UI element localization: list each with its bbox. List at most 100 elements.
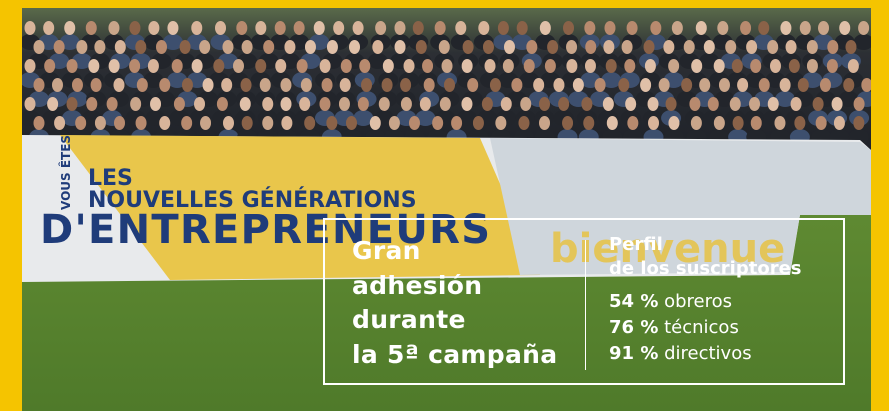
person-head xyxy=(788,59,800,73)
person-head xyxy=(255,21,267,35)
person-head xyxy=(847,59,859,73)
person-head xyxy=(731,59,743,73)
stats: 54 % obreros 76 % técnicos 91 % directiv… xyxy=(609,289,802,367)
person-head xyxy=(150,97,162,111)
person-head xyxy=(43,21,55,35)
person-body xyxy=(59,34,80,50)
person-head xyxy=(539,21,551,35)
person-head xyxy=(280,97,292,111)
person-head xyxy=(647,97,659,111)
person-head xyxy=(605,59,617,73)
profile: Perfil de los suscriptores 54 % obreros … xyxy=(609,233,802,367)
person-head xyxy=(566,40,578,54)
person-head xyxy=(746,40,758,54)
banner-stripe xyxy=(60,135,540,280)
person-head xyxy=(624,59,636,73)
person-head xyxy=(53,40,65,54)
person-head xyxy=(500,97,512,111)
person-head xyxy=(594,78,606,92)
person-head xyxy=(438,40,450,54)
person-head xyxy=(33,78,45,92)
person-head xyxy=(826,59,838,73)
person-head xyxy=(461,97,473,111)
person-head xyxy=(718,78,730,92)
person-head xyxy=(378,97,390,111)
person-head xyxy=(281,116,293,130)
person-head xyxy=(749,97,761,111)
person-head xyxy=(66,97,78,111)
person-head xyxy=(293,21,305,35)
person-head xyxy=(423,78,435,92)
person-head xyxy=(503,40,515,54)
person-head xyxy=(566,59,578,73)
stat-label: técnicos xyxy=(664,317,739,338)
person-head xyxy=(785,40,797,54)
person-head xyxy=(94,116,106,130)
person-head xyxy=(621,40,633,54)
person-head xyxy=(274,21,286,35)
person-head xyxy=(159,78,171,92)
person-head xyxy=(64,21,76,35)
person-head xyxy=(827,40,839,54)
person-head xyxy=(241,40,253,54)
person-head xyxy=(148,21,160,35)
person-head xyxy=(769,59,781,73)
person-head xyxy=(202,78,214,92)
person-head xyxy=(729,97,741,111)
person-head xyxy=(780,21,792,35)
person-head xyxy=(381,78,393,92)
person-head xyxy=(833,116,845,130)
person-head xyxy=(750,59,762,73)
person-head xyxy=(750,116,762,130)
person-head xyxy=(562,116,574,130)
person-head xyxy=(843,78,855,92)
person-head xyxy=(818,21,830,35)
person-head xyxy=(581,97,593,111)
person-head xyxy=(191,21,203,35)
person-head xyxy=(831,97,843,111)
person-head xyxy=(304,116,316,130)
person-head xyxy=(740,21,752,35)
profile-title: Perfil xyxy=(609,234,663,255)
person-head xyxy=(690,116,702,130)
person-head xyxy=(671,21,683,35)
person-head xyxy=(394,40,406,54)
person-head xyxy=(668,59,680,73)
person-head xyxy=(339,78,351,92)
person-head xyxy=(497,21,509,35)
person-head xyxy=(717,21,729,35)
stat: 54 % obreros xyxy=(609,289,802,315)
person-head xyxy=(408,116,420,130)
headline: Gran adhesión durante la 5ª campaña xyxy=(352,234,557,372)
person-head xyxy=(626,21,638,35)
stat-label: obreros xyxy=(664,291,733,312)
person-head xyxy=(136,78,148,92)
person-head xyxy=(462,40,474,54)
person-head xyxy=(94,40,106,54)
person-head xyxy=(455,21,467,35)
person-head xyxy=(584,59,596,73)
person-head xyxy=(472,116,484,130)
person-head xyxy=(434,21,446,35)
person-head xyxy=(359,59,371,73)
person-head xyxy=(484,59,496,73)
person-head xyxy=(108,21,120,35)
person-head xyxy=(585,40,597,54)
person-head xyxy=(181,116,193,130)
person-head xyxy=(232,59,244,73)
person-head xyxy=(108,59,120,73)
person-head xyxy=(604,21,616,35)
person-head xyxy=(349,40,361,54)
person-head xyxy=(691,59,703,73)
person-head xyxy=(86,97,98,111)
person-head xyxy=(333,21,345,35)
person-head xyxy=(240,78,252,92)
person-head xyxy=(845,40,857,54)
banner-line: NOUVELLES GÉNÉRATIONS xyxy=(88,187,417,213)
person-head xyxy=(130,97,142,111)
person-head xyxy=(806,40,818,54)
person-head xyxy=(415,40,427,54)
person-head xyxy=(839,21,851,35)
person-head xyxy=(199,40,211,54)
